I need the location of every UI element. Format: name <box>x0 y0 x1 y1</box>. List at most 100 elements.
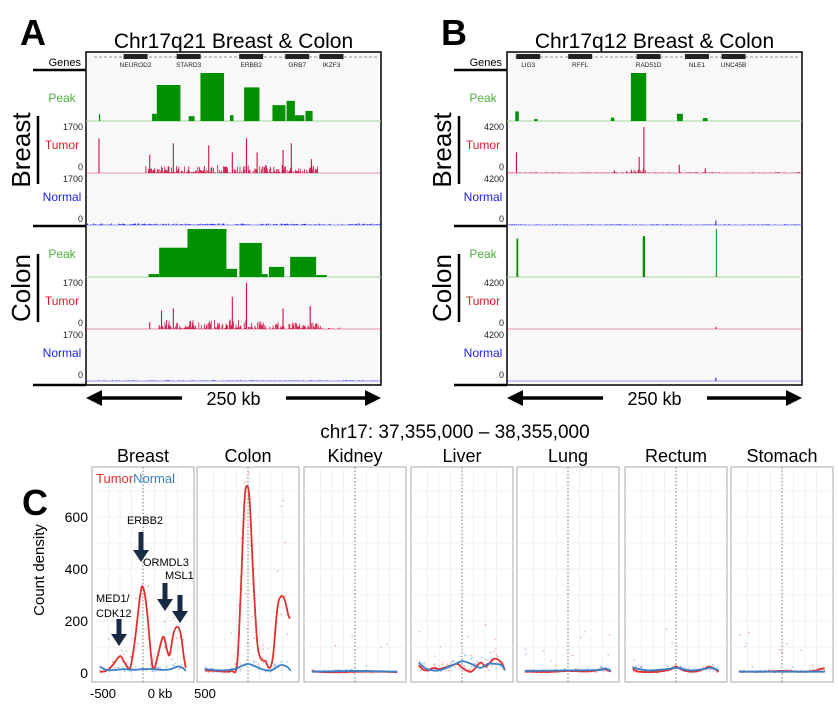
tumor-label: Tumor <box>466 138 500 152</box>
scatter-point-normal <box>266 647 269 650</box>
scatter-point-normal <box>286 661 288 663</box>
scatter-point-normal <box>640 666 643 669</box>
peak-bar <box>610 117 615 121</box>
scatter-point-tumor <box>120 649 123 652</box>
y-tick-label: 600 <box>65 509 89 525</box>
x-tick-label: 0 kb <box>148 686 173 701</box>
scatter-point-tumor <box>257 663 259 665</box>
scatter-point-normal <box>580 636 582 639</box>
scatter-point-normal <box>716 666 719 669</box>
peak-bar <box>229 115 234 121</box>
peak-bar <box>226 268 238 277</box>
scatter-point-normal <box>471 657 473 659</box>
scatter-point-normal <box>128 665 130 668</box>
scatter-point-tumor <box>454 666 456 668</box>
peak-label: Peak <box>469 247 497 261</box>
scatter-point-normal <box>710 668 712 670</box>
scatter-point-tumor <box>779 648 781 651</box>
scatter-point-tumor <box>602 670 605 673</box>
peak-bar <box>98 113 101 121</box>
tumor-scale-min: 0 <box>78 162 83 172</box>
facet-label: Colon <box>224 446 271 466</box>
normal-density-curve <box>99 665 187 672</box>
arrow-down-icon <box>157 599 173 611</box>
scatter-point-tumor <box>207 671 210 673</box>
scatter-point-normal <box>711 664 714 666</box>
panel-a: A Chr17q21 Breast & Colon Genes NEUROD2 STAR… <box>6 12 382 409</box>
scatter-point-tumor <box>427 670 429 673</box>
scatter-point-normal <box>135 666 137 669</box>
scatter-point-normal <box>156 666 159 668</box>
scatter-point-normal <box>639 665 642 668</box>
scatter-point-tumor <box>460 663 463 666</box>
scatter-point-normal <box>576 668 579 670</box>
tumor-density-curve <box>418 657 506 673</box>
scatter-point-normal <box>281 660 283 662</box>
gene-label: UNC45B <box>721 62 747 69</box>
gene-model <box>684 54 709 59</box>
scatter-point-tumor <box>716 671 718 674</box>
scatter-point-normal <box>744 645 747 648</box>
scatter-point-tumor <box>136 642 139 645</box>
scatter-point-tumor <box>262 644 264 646</box>
scatter-point-tumor <box>748 632 750 634</box>
scatter-point-tumor <box>445 669 448 672</box>
scatter-point-normal <box>246 658 248 661</box>
scatter-point-normal <box>274 664 276 667</box>
scatter-point-tumor <box>468 669 471 671</box>
scatter-point-tumor <box>608 634 611 636</box>
scatter-point-normal <box>495 667 497 669</box>
scatter-point-tumor <box>178 637 181 639</box>
scatter-point-normal <box>461 658 464 660</box>
scatter-point-normal <box>601 666 603 669</box>
scatter-point-normal <box>434 655 436 658</box>
scatter-point-normal <box>273 663 276 666</box>
scatter-point-tumor <box>251 582 254 585</box>
scatter-point-tumor <box>441 661 444 664</box>
track-box <box>506 51 803 386</box>
scatter-point-normal <box>265 670 267 673</box>
scatter-point-tumor <box>808 669 811 671</box>
scatter-point-normal <box>204 665 206 668</box>
facet-rectum: Rectum <box>624 446 728 683</box>
peak-bar <box>272 105 286 121</box>
tumor-scale-max: 4200 <box>484 122 504 132</box>
scatter-point-tumor <box>811 664 814 667</box>
gene-label: RFFL <box>572 62 589 69</box>
tumor-scale-max: 1700 <box>63 122 83 132</box>
scale-bar-label: 250 kb <box>627 389 681 409</box>
scatter-point-normal <box>458 668 460 670</box>
scatter-point-tumor <box>251 616 253 618</box>
scatter-point-tumor <box>175 637 178 639</box>
peak-bar <box>630 73 647 121</box>
peak-bar <box>305 110 313 121</box>
y-axis-label: Count density <box>31 524 48 616</box>
tumor-label: Tumor <box>45 138 79 152</box>
scatter-point-normal <box>499 667 501 669</box>
peak-bar <box>515 111 519 121</box>
panel-title: Chr17q21 Breast & Colon <box>114 30 353 53</box>
scatter-point-normal <box>157 667 160 669</box>
scatter-point-normal <box>453 660 455 663</box>
scatter-point-normal <box>179 667 182 670</box>
scatter-point-normal <box>684 666 687 669</box>
scatter-point-normal <box>491 665 493 667</box>
tumor-density-curve <box>204 484 292 674</box>
tumor-scale-min: 0 <box>499 318 504 328</box>
gene-model <box>123 54 148 59</box>
scatter-point-normal <box>273 664 276 667</box>
scatter-point-normal <box>599 666 602 669</box>
normal-scale-max: 4200 <box>484 174 504 184</box>
group-label: Breast <box>6 112 36 188</box>
scatter-point-tumor <box>702 666 704 668</box>
scatter-point-normal <box>210 667 213 669</box>
scatter-point-normal <box>679 665 682 668</box>
panel-letter: B <box>441 12 467 53</box>
peak-bar <box>187 229 227 277</box>
peak-bar <box>286 100 295 121</box>
scatter-point-normal <box>586 667 589 669</box>
scatter-point-tumor <box>781 651 784 654</box>
scatter-point-tumor <box>125 661 128 664</box>
scatter-point-normal <box>125 650 128 652</box>
scatter-point-normal <box>792 666 794 668</box>
